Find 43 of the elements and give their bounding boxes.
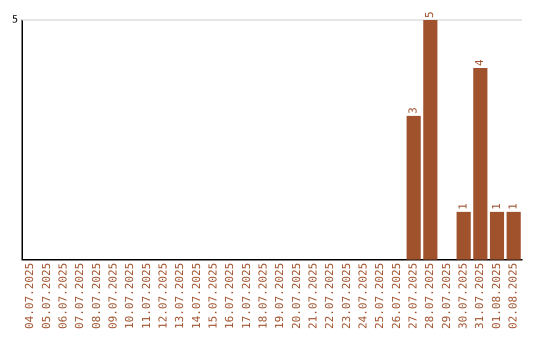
x-tick-label: 10.07.2025 [123, 262, 136, 330]
x-tick-label: 14.07.2025 [190, 262, 203, 330]
x-tick-label: 31.07.2025 [473, 262, 486, 330]
x-tick-label: 18.07.2025 [256, 262, 270, 330]
x-tick-label: 20.07.2025 [290, 262, 303, 330]
data-label: 1 [506, 203, 520, 210]
x-tick-label: 08.07.2025 [90, 262, 103, 330]
bar [456, 212, 471, 260]
x-tick-label: 21.07.2025 [306, 262, 320, 330]
data-label: 1 [456, 203, 470, 210]
x-tick-label: 07.07.2025 [73, 262, 86, 330]
x-tick-label: 25.07.2025 [373, 262, 386, 330]
bar [406, 116, 421, 260]
x-tick-label: 04.07.2025 [23, 262, 36, 330]
x-tick-label: 30.07.2025 [456, 262, 470, 330]
x-tick-label: 13.07.2025 [173, 262, 186, 330]
bar [490, 212, 504, 260]
x-tick-label: 15.07.2025 [206, 262, 220, 330]
data-label: 1 [490, 203, 503, 210]
x-tick-label: 26.07.2025 [390, 262, 403, 330]
bar [423, 20, 438, 260]
x-tick-label: 19.07.2025 [273, 262, 286, 330]
x-tick-label: 02.08.2025 [506, 262, 520, 330]
x-tick-label: 11.07.2025 [140, 262, 153, 330]
x-tick-label: 12.07.2025 [156, 262, 170, 330]
x-tick-label: 27.07.2025 [406, 262, 420, 330]
x-tick-label: 17.07.2025 [240, 262, 253, 330]
x-tick-label: 23.07.2025 [340, 262, 353, 330]
x-tick-label: 28.07.2025 [423, 262, 436, 330]
data-label: 3 [406, 107, 420, 114]
data-label: 4 [473, 58, 486, 66]
bar [506, 212, 521, 260]
x-tick-label: 24.07.2025 [356, 262, 370, 330]
bar [473, 68, 488, 260]
x-tick-label: 09.07.2025 [106, 262, 120, 330]
x-tick-label: 01.08.2025 [490, 262, 503, 330]
text: 5 [12, 14, 18, 26]
x-tick-label: 05.07.2025 [40, 262, 53, 330]
x-tick-label: 22.07.2025 [323, 262, 336, 330]
data-label: 5 [423, 11, 436, 18]
x-tick-label: 16.07.2025 [223, 262, 236, 330]
x-tick-label: 29.07.2025 [440, 262, 453, 330]
x-tick-label: 06.07.2025 [56, 262, 70, 330]
